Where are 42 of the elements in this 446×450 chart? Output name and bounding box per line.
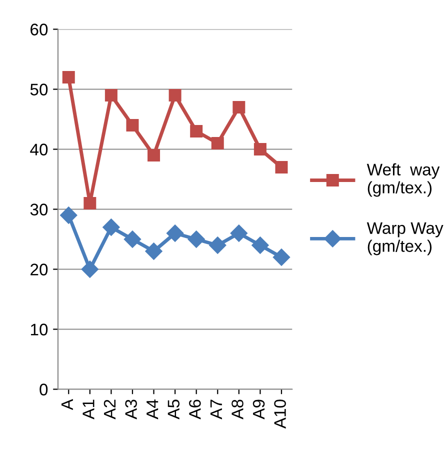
y-tick-label: 0 xyxy=(40,384,48,396)
point xyxy=(126,119,139,132)
x-tick-label: A5 xyxy=(168,400,180,420)
y-tick-label: 40 xyxy=(30,144,48,156)
point xyxy=(232,101,246,114)
x-tick-label: A4 xyxy=(146,399,158,420)
point xyxy=(190,125,203,138)
point xyxy=(84,197,96,210)
x-tick-label: A10 xyxy=(274,400,286,429)
legend-label: Warp Way (gm/tex.) xyxy=(366,222,444,256)
x-tick-label: A1 xyxy=(82,400,94,420)
x-tick-label: A3 xyxy=(125,400,137,420)
point xyxy=(60,206,78,224)
point xyxy=(209,236,226,254)
y-tick-label: 30 xyxy=(30,204,48,216)
x-tick-label: A9 xyxy=(252,400,265,420)
y-tick-label: 10 xyxy=(30,324,48,336)
point xyxy=(275,161,288,174)
point xyxy=(145,242,162,260)
y-tick-label: 20 xyxy=(30,264,48,276)
point xyxy=(104,89,118,102)
point xyxy=(148,149,160,162)
point xyxy=(124,230,142,248)
x-tick-label: A xyxy=(61,399,73,410)
point xyxy=(168,89,182,102)
point xyxy=(230,224,248,242)
x-tick-label: A6 xyxy=(189,400,201,420)
point xyxy=(62,71,75,84)
point xyxy=(102,218,120,236)
x-tick-label: A8 xyxy=(232,400,244,420)
point xyxy=(81,260,98,278)
y-tick-label: 60 xyxy=(30,24,48,36)
point xyxy=(211,137,224,150)
point xyxy=(166,224,184,242)
x-tick-label: A7 xyxy=(210,400,222,420)
point xyxy=(252,236,269,254)
point xyxy=(272,248,290,266)
point xyxy=(188,230,205,248)
x-tick-label: A2 xyxy=(104,400,116,420)
legend-label: Weft way (gm/tex.) xyxy=(366,163,440,197)
point xyxy=(254,143,266,156)
y-tick-label: 50 xyxy=(30,84,48,96)
